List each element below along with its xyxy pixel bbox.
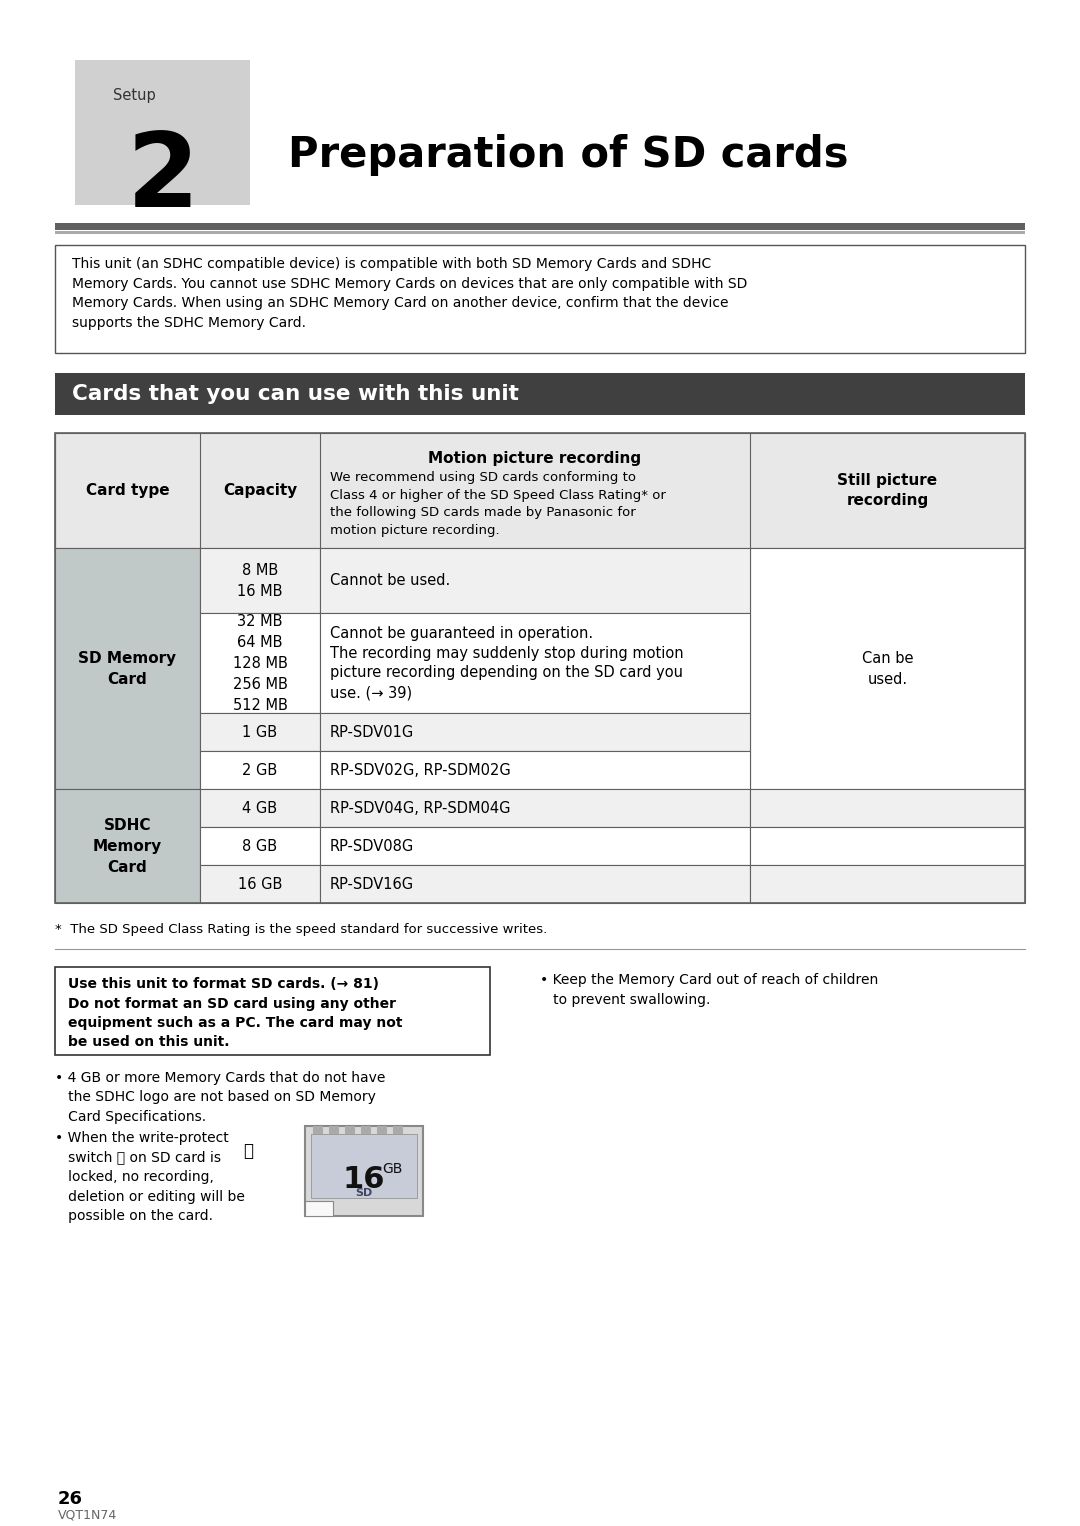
Text: RP-SDV02G, RP-SDM02G: RP-SDV02G, RP-SDM02G [330, 763, 511, 778]
Text: 16 GB: 16 GB [238, 876, 282, 891]
Bar [55, 223, 1025, 230]
Bar [393, 1126, 403, 1134]
Text: SD: SD [355, 1189, 373, 1198]
Text: SD Memory
Card: SD Memory Card [79, 650, 176, 687]
Bar [320, 751, 750, 789]
Bar [55, 548, 200, 789]
Bar [750, 789, 1025, 827]
Bar [55, 967, 490, 1054]
Bar [200, 751, 320, 789]
Bar [361, 1126, 372, 1134]
Text: • 4 GB or more Memory Cards that do not have
   the SDHC logo are not based on S: • 4 GB or more Memory Cards that do not … [55, 1071, 386, 1125]
Bar [55, 433, 1025, 548]
Bar [55, 372, 1025, 415]
Text: • When the write-protect
   switch Ⓐ on SD card is
   locked, no recording,
   d: • When the write-protect switch Ⓐ on SD … [55, 1131, 245, 1222]
Text: 8 MB
16 MB: 8 MB 16 MB [238, 563, 283, 598]
Bar [75, 60, 249, 204]
Bar [305, 1126, 423, 1216]
Text: Ⓐ: Ⓐ [243, 1141, 253, 1160]
Bar [320, 865, 750, 903]
Bar [311, 1134, 417, 1198]
Bar [200, 613, 320, 713]
Bar [55, 230, 1025, 233]
Bar [313, 1126, 323, 1134]
Text: SDHC
Memory
Card: SDHC Memory Card [93, 818, 162, 874]
Bar [345, 1126, 355, 1134]
Text: 4 GB: 4 GB [242, 801, 278, 815]
Text: 2 GB: 2 GB [242, 763, 278, 778]
Text: Card type: Card type [85, 484, 170, 497]
Text: Use this unit to format SD cards. (→ 81)
Do not format an SD card using any othe: Use this unit to format SD cards. (→ 81)… [68, 977, 403, 1050]
Bar [320, 827, 750, 865]
Text: 32 MB
64 MB
128 MB
256 MB
512 MB: 32 MB 64 MB 128 MB 256 MB 512 MB [232, 613, 287, 713]
Text: Motion picture recording: Motion picture recording [429, 452, 642, 465]
Text: Cards that you can use with this unit: Cards that you can use with this unit [72, 385, 518, 404]
Bar [200, 865, 320, 903]
Bar [200, 789, 320, 827]
Bar [329, 1126, 339, 1134]
Text: 2: 2 [126, 128, 199, 229]
Bar [320, 789, 750, 827]
Bar [200, 713, 320, 751]
Text: This unit (an SDHC compatible device) is compatible with both SD Memory Cards an: This unit (an SDHC compatible device) is… [72, 256, 747, 330]
Text: RP-SDV01G: RP-SDV01G [330, 725, 415, 740]
Bar [320, 613, 750, 713]
Bar [750, 548, 1025, 789]
Text: 26: 26 [58, 1489, 83, 1508]
Bar [55, 433, 1025, 903]
Text: Setup: Setup [113, 89, 156, 102]
Text: VQT1N74: VQT1N74 [58, 1508, 118, 1521]
Text: Still picture
recording: Still picture recording [837, 473, 937, 508]
Text: RP-SDV04G, RP-SDM04G: RP-SDV04G, RP-SDM04G [330, 801, 511, 815]
Bar [377, 1126, 387, 1134]
Text: Preparation of SD cards: Preparation of SD cards [288, 134, 849, 175]
Text: Cannot be used.: Cannot be used. [330, 572, 450, 588]
Bar [750, 865, 1025, 903]
Text: *  The SD Speed Class Rating is the speed standard for successive writes.: * The SD Speed Class Rating is the speed… [55, 923, 548, 935]
Bar [320, 548, 750, 613]
Bar [750, 827, 1025, 865]
Text: We recommend using SD cards conforming to
Class 4 or higher of the SD Speed Clas: We recommend using SD cards conforming t… [330, 472, 666, 537]
Bar [55, 246, 1025, 353]
Text: 8 GB: 8 GB [242, 838, 278, 853]
Bar [200, 827, 320, 865]
Text: Cannot be guaranteed in operation.
The recording may suddenly stop during motion: Cannot be guaranteed in operation. The r… [330, 626, 684, 700]
Text: Capacity: Capacity [222, 484, 297, 497]
Bar [55, 789, 200, 903]
Text: 1 GB: 1 GB [242, 725, 278, 740]
Text: 16: 16 [342, 1164, 386, 1193]
Bar [305, 1201, 333, 1216]
Text: RP-SDV08G: RP-SDV08G [330, 838, 415, 853]
Text: Can be
used.: Can be used. [862, 650, 914, 687]
Bar [320, 713, 750, 751]
Text: GB: GB [382, 1161, 403, 1177]
Bar [200, 548, 320, 613]
Text: RP-SDV16G: RP-SDV16G [330, 876, 414, 891]
Text: • Keep the Memory Card out of reach of children
   to prevent swallowing.: • Keep the Memory Card out of reach of c… [540, 974, 878, 1007]
